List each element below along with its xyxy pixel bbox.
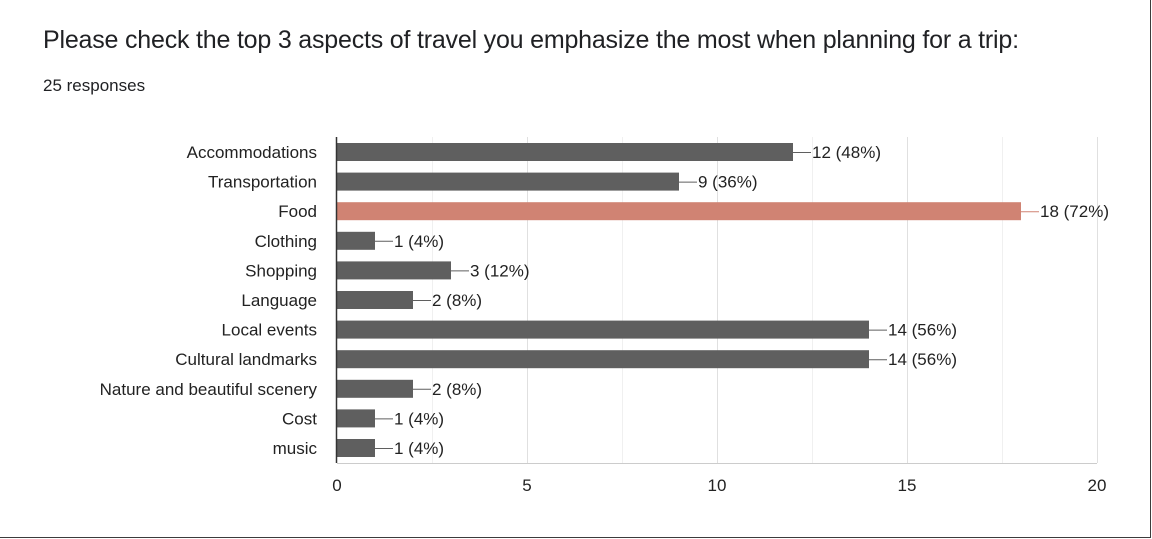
x-tick-label: 20 [1088, 476, 1107, 495]
category-label: Local events [222, 321, 317, 340]
category-label: Language [241, 291, 317, 310]
category-label: Transportation [208, 173, 317, 192]
data-label: 2 (8%) [432, 380, 482, 399]
x-tick-label: 10 [708, 476, 727, 495]
category-label: Clothing [255, 232, 317, 251]
category-label: Cost [282, 409, 317, 428]
category-label: Food [278, 202, 317, 221]
data-label: 9 (36%) [698, 173, 758, 192]
bar-5 [337, 291, 413, 309]
category-label: Cultural landmarks [175, 350, 317, 369]
response-count: 25 responses [43, 76, 146, 95]
data-label: 1 (4%) [394, 232, 444, 251]
category-label: Accommodations [187, 143, 317, 162]
x-tick-label: 0 [332, 476, 341, 495]
data-label: 1 (4%) [394, 439, 444, 458]
bar-9 [337, 409, 375, 428]
data-label: 14 (56%) [888, 350, 957, 369]
bar-0 [337, 143, 793, 161]
bar-2 [337, 202, 1021, 221]
bar-10 [337, 439, 375, 457]
x-tick-label: 15 [898, 476, 917, 495]
data-label: 14 (56%) [888, 321, 957, 340]
bar-7 [337, 350, 869, 369]
data-label: 3 (12%) [470, 261, 530, 280]
data-label: 18 (72%) [1040, 202, 1109, 221]
data-label: 1 (4%) [394, 409, 444, 428]
bar-8 [337, 379, 413, 398]
x-tick-label: 5 [522, 476, 531, 495]
category-label: Nature and beautiful scenery [100, 380, 318, 399]
question-title: Please check the top 3 aspects of travel… [43, 26, 1019, 54]
data-label: 12 (48%) [812, 143, 881, 162]
bar-1 [337, 172, 679, 191]
category-label: music [273, 439, 318, 458]
bar-4 [337, 261, 451, 280]
category-label: Shopping [245, 261, 317, 280]
bar-6 [337, 320, 869, 339]
bar-3 [337, 231, 375, 250]
data-label: 2 (8%) [432, 291, 482, 310]
